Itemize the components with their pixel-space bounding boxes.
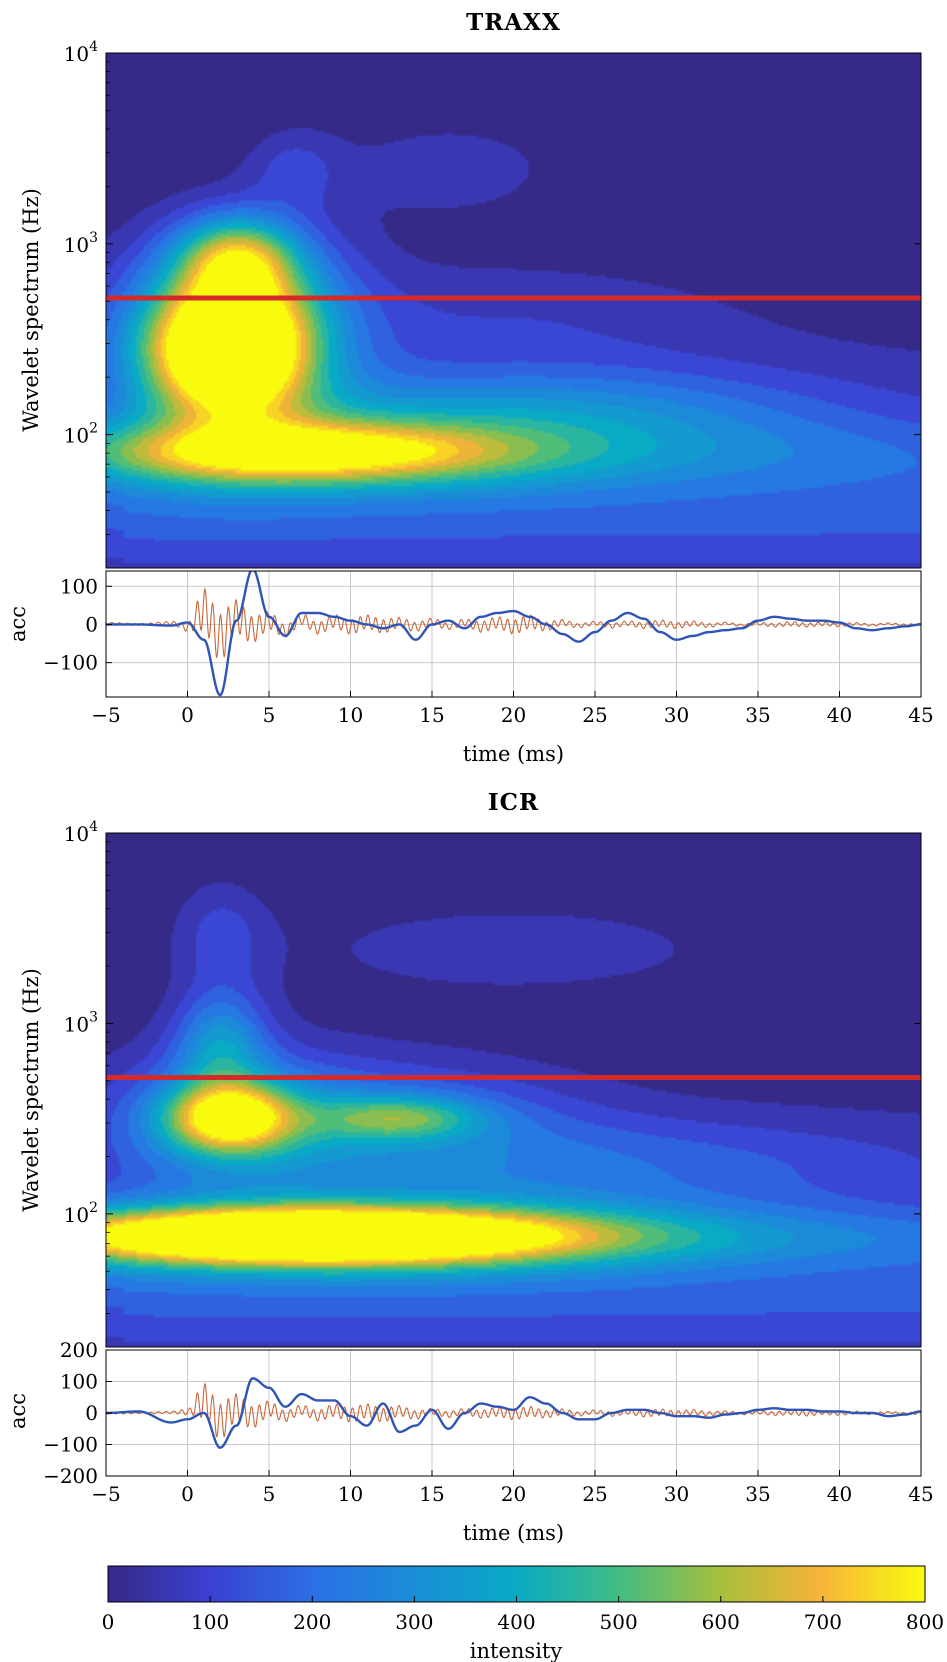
icr-acc-ticks: −5 0 5 10 15 20 25 30 35 40 45 −200 −100 0 100 200 — [43, 1338, 934, 1506]
traxx-acc-xtick-label: 25 — [582, 703, 607, 727]
colorbar-tick-label: 800 — [906, 1610, 944, 1634]
traxx-acc-panel: −5 0 5 10 15 20 25 30 35 40 45 −100 0 100 acc time (m… — [6, 570, 934, 766]
colorbar-ticks: 0 100 200 300 400 500 600 700 800 — [102, 1596, 944, 1634]
traxx-acc-ytick-label: 100 — [60, 574, 98, 598]
traxx-acc-ytick-label: 0 — [85, 612, 98, 636]
icr-ytick-label: 104 — [64, 819, 98, 846]
traxx-acc-lines — [106, 571, 921, 697]
icr-acc-ylabel: acc — [6, 1393, 30, 1429]
traxx-y-ticks: 102 103 104 — [64, 39, 921, 569]
traxx-acc-xtick-label: 10 — [338, 703, 363, 727]
traxx-heatmap-frame — [105, 52, 922, 569]
traxx-acc-xtick-label: 20 — [501, 703, 526, 727]
icr-y-ticks: 102 103 104 — [64, 819, 921, 1348]
icr-acc-xtick-label: 45 — [908, 1482, 933, 1506]
icr-acc-ytick-label: 100 — [60, 1370, 98, 1394]
icr-acc-xtick-label: −5 — [91, 1482, 120, 1506]
traxx-acc-xtick-label: 40 — [827, 703, 852, 727]
colorbar-tick-label: 700 — [804, 1610, 842, 1634]
traxx-xlabel: time (ms) — [463, 742, 564, 766]
icr-ylabel: Wavelet spectrum (Hz) — [19, 968, 43, 1212]
colorbar-tick-label: 200 — [293, 1610, 331, 1634]
icr-acc-ytick-label: 0 — [85, 1401, 98, 1425]
traxx-ytick-label: 103 — [64, 230, 98, 257]
icr-acc-ytick-label: −100 — [43, 1433, 98, 1457]
colorbar-tick-label: 400 — [497, 1610, 535, 1634]
colorbar-tick-label: 0 — [102, 1610, 115, 1634]
colorbar-tick-label: 600 — [702, 1610, 740, 1634]
traxx-acc-ylabel: acc — [6, 606, 30, 642]
icr-acc-series-blue — [106, 1377, 921, 1449]
colorbar-tick-label: 300 — [395, 1610, 433, 1634]
icr-heatmap-frame — [105, 832, 922, 1348]
icr-acc-xtick-label: 40 — [827, 1482, 852, 1506]
colorbar-label: intensity — [470, 1639, 563, 1662]
traxx-acc-xtick-label: 5 — [263, 703, 276, 727]
traxx-acc-series-blue — [106, 571, 921, 697]
traxx-acc-ticks: −5 0 5 10 15 20 25 30 35 40 45 −100 0 100 — [43, 574, 934, 727]
colorbar: 0 100 200 300 400 500 600 700 800 intensity — [102, 1565, 944, 1662]
traxx-ytick-label: 104 — [64, 39, 98, 66]
icr-acc-xtick-label: 25 — [582, 1482, 607, 1506]
traxx-acc-xtick-label: 30 — [664, 703, 689, 727]
icr-acc-ytick-label: 200 — [60, 1338, 98, 1362]
traxx-ylabel: Wavelet spectrum (Hz) — [19, 188, 43, 432]
icr-ytick-label: 103 — [64, 1009, 98, 1036]
icr-acc-lines — [106, 1377, 921, 1449]
colorbar-tick-label: 100 — [191, 1610, 229, 1634]
icr-acc-xtick-label: 30 — [664, 1482, 689, 1506]
traxx-acc-ytick-label: −100 — [43, 651, 98, 675]
traxx-acc-xtick-label: −5 — [91, 703, 120, 727]
icr-acc-ytick-label: −200 — [43, 1464, 98, 1488]
traxx-acc-series-orange — [106, 587, 921, 659]
icr-acc-xtick-label: 20 — [501, 1482, 526, 1506]
traxx-title: TRAXX — [466, 9, 561, 36]
icr-xlabel: time (ms) — [463, 1521, 564, 1545]
icr-acc-xtick-label: 5 — [263, 1482, 276, 1506]
traxx-spectrum-image — [106, 53, 921, 568]
traxx-acc-xtick-label: 0 — [181, 703, 194, 727]
icr-heatmap-panel: ICR 102 103 104 Wavelet spectrum (Hz) — [19, 789, 922, 1348]
traxx-ytick-label: 102 — [64, 421, 98, 448]
icr-acc-xtick-label: 35 — [745, 1482, 770, 1506]
icr-spectrum-image — [106, 833, 921, 1347]
traxx-acc-xtick-label: 15 — [419, 703, 444, 727]
traxx-heatmap-panel: TRAXX 102 103 104 Wavelet spectrum (Hz) — [19, 9, 922, 569]
traxx-acc-xtick-label: 35 — [745, 703, 770, 727]
icr-acc-xtick-label: 10 — [338, 1482, 363, 1506]
icr-acc-xtick-label: 0 — [181, 1482, 194, 1506]
traxx-acc-grid — [105, 571, 922, 697]
traxx-acc-xtick-label: 45 — [908, 703, 933, 727]
icr-ytick-label: 102 — [64, 1200, 98, 1227]
icr-title: ICR — [488, 789, 539, 816]
colorbar-tick-label: 500 — [600, 1610, 638, 1634]
icr-acc-xtick-label: 15 — [419, 1482, 444, 1506]
